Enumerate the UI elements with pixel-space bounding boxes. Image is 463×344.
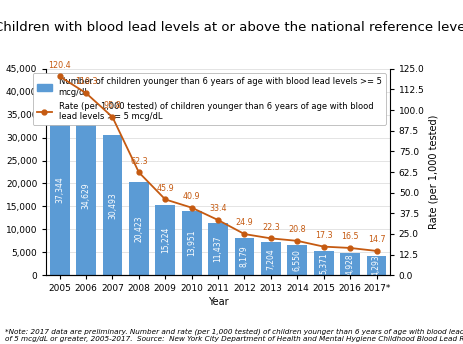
Text: 6,550: 6,550 xyxy=(292,249,301,271)
Text: 16.5: 16.5 xyxy=(341,232,358,241)
Text: 40.9: 40.9 xyxy=(182,192,200,201)
Text: 20.8: 20.8 xyxy=(288,225,306,234)
Text: 110.3: 110.3 xyxy=(75,77,97,86)
Bar xyxy=(287,245,307,275)
Bar xyxy=(76,116,96,275)
Legend: Number of children younger than 6 years of age with blood lead levels >= 5
mcg/d: Number of children younger than 6 years … xyxy=(33,73,385,125)
Bar xyxy=(366,256,386,275)
Bar xyxy=(313,250,333,275)
Bar xyxy=(181,211,201,275)
Text: 20,423: 20,423 xyxy=(134,215,143,241)
Text: 22.3: 22.3 xyxy=(262,223,279,232)
Text: 17.3: 17.3 xyxy=(314,231,332,240)
Text: 4,928: 4,928 xyxy=(345,253,354,275)
Text: 95.8: 95.8 xyxy=(103,101,121,110)
Bar xyxy=(102,135,122,275)
Text: 11,437: 11,437 xyxy=(213,236,222,262)
Bar xyxy=(155,205,175,275)
Bar xyxy=(260,242,280,275)
Text: 5,371: 5,371 xyxy=(319,252,327,274)
Text: 62.3: 62.3 xyxy=(130,157,147,166)
Y-axis label: Rate (per 1,000 tested): Rate (per 1,000 tested) xyxy=(428,115,438,229)
Text: 7,204: 7,204 xyxy=(266,248,275,270)
Text: 34,629: 34,629 xyxy=(81,182,90,209)
Text: 37,344: 37,344 xyxy=(55,176,64,203)
Text: 14.7: 14.7 xyxy=(367,235,385,244)
Bar xyxy=(129,182,149,275)
Text: 24.9: 24.9 xyxy=(235,218,253,227)
Bar xyxy=(208,223,227,275)
Text: 30,493: 30,493 xyxy=(108,192,117,219)
Text: Children with blood lead levels at or above the national reference level: Children with blood lead levels at or ab… xyxy=(0,21,463,34)
Text: 120.4: 120.4 xyxy=(48,61,71,70)
Bar xyxy=(50,104,69,275)
Text: 4,293: 4,293 xyxy=(371,255,380,276)
Y-axis label: Number: Number xyxy=(0,152,2,192)
Text: 13,951: 13,951 xyxy=(187,230,196,257)
Text: *Note: 2017 data are preliminary. Number and rate (per 1,000 tested) of children: *Note: 2017 data are preliminary. Number… xyxy=(5,329,463,342)
Text: 15,224: 15,224 xyxy=(160,227,169,254)
Bar xyxy=(339,252,359,275)
Text: 8,179: 8,179 xyxy=(239,246,249,267)
Text: 33.4: 33.4 xyxy=(209,204,226,213)
Text: 45.9: 45.9 xyxy=(156,184,174,193)
X-axis label: Year: Year xyxy=(207,298,228,308)
Bar xyxy=(234,238,254,275)
